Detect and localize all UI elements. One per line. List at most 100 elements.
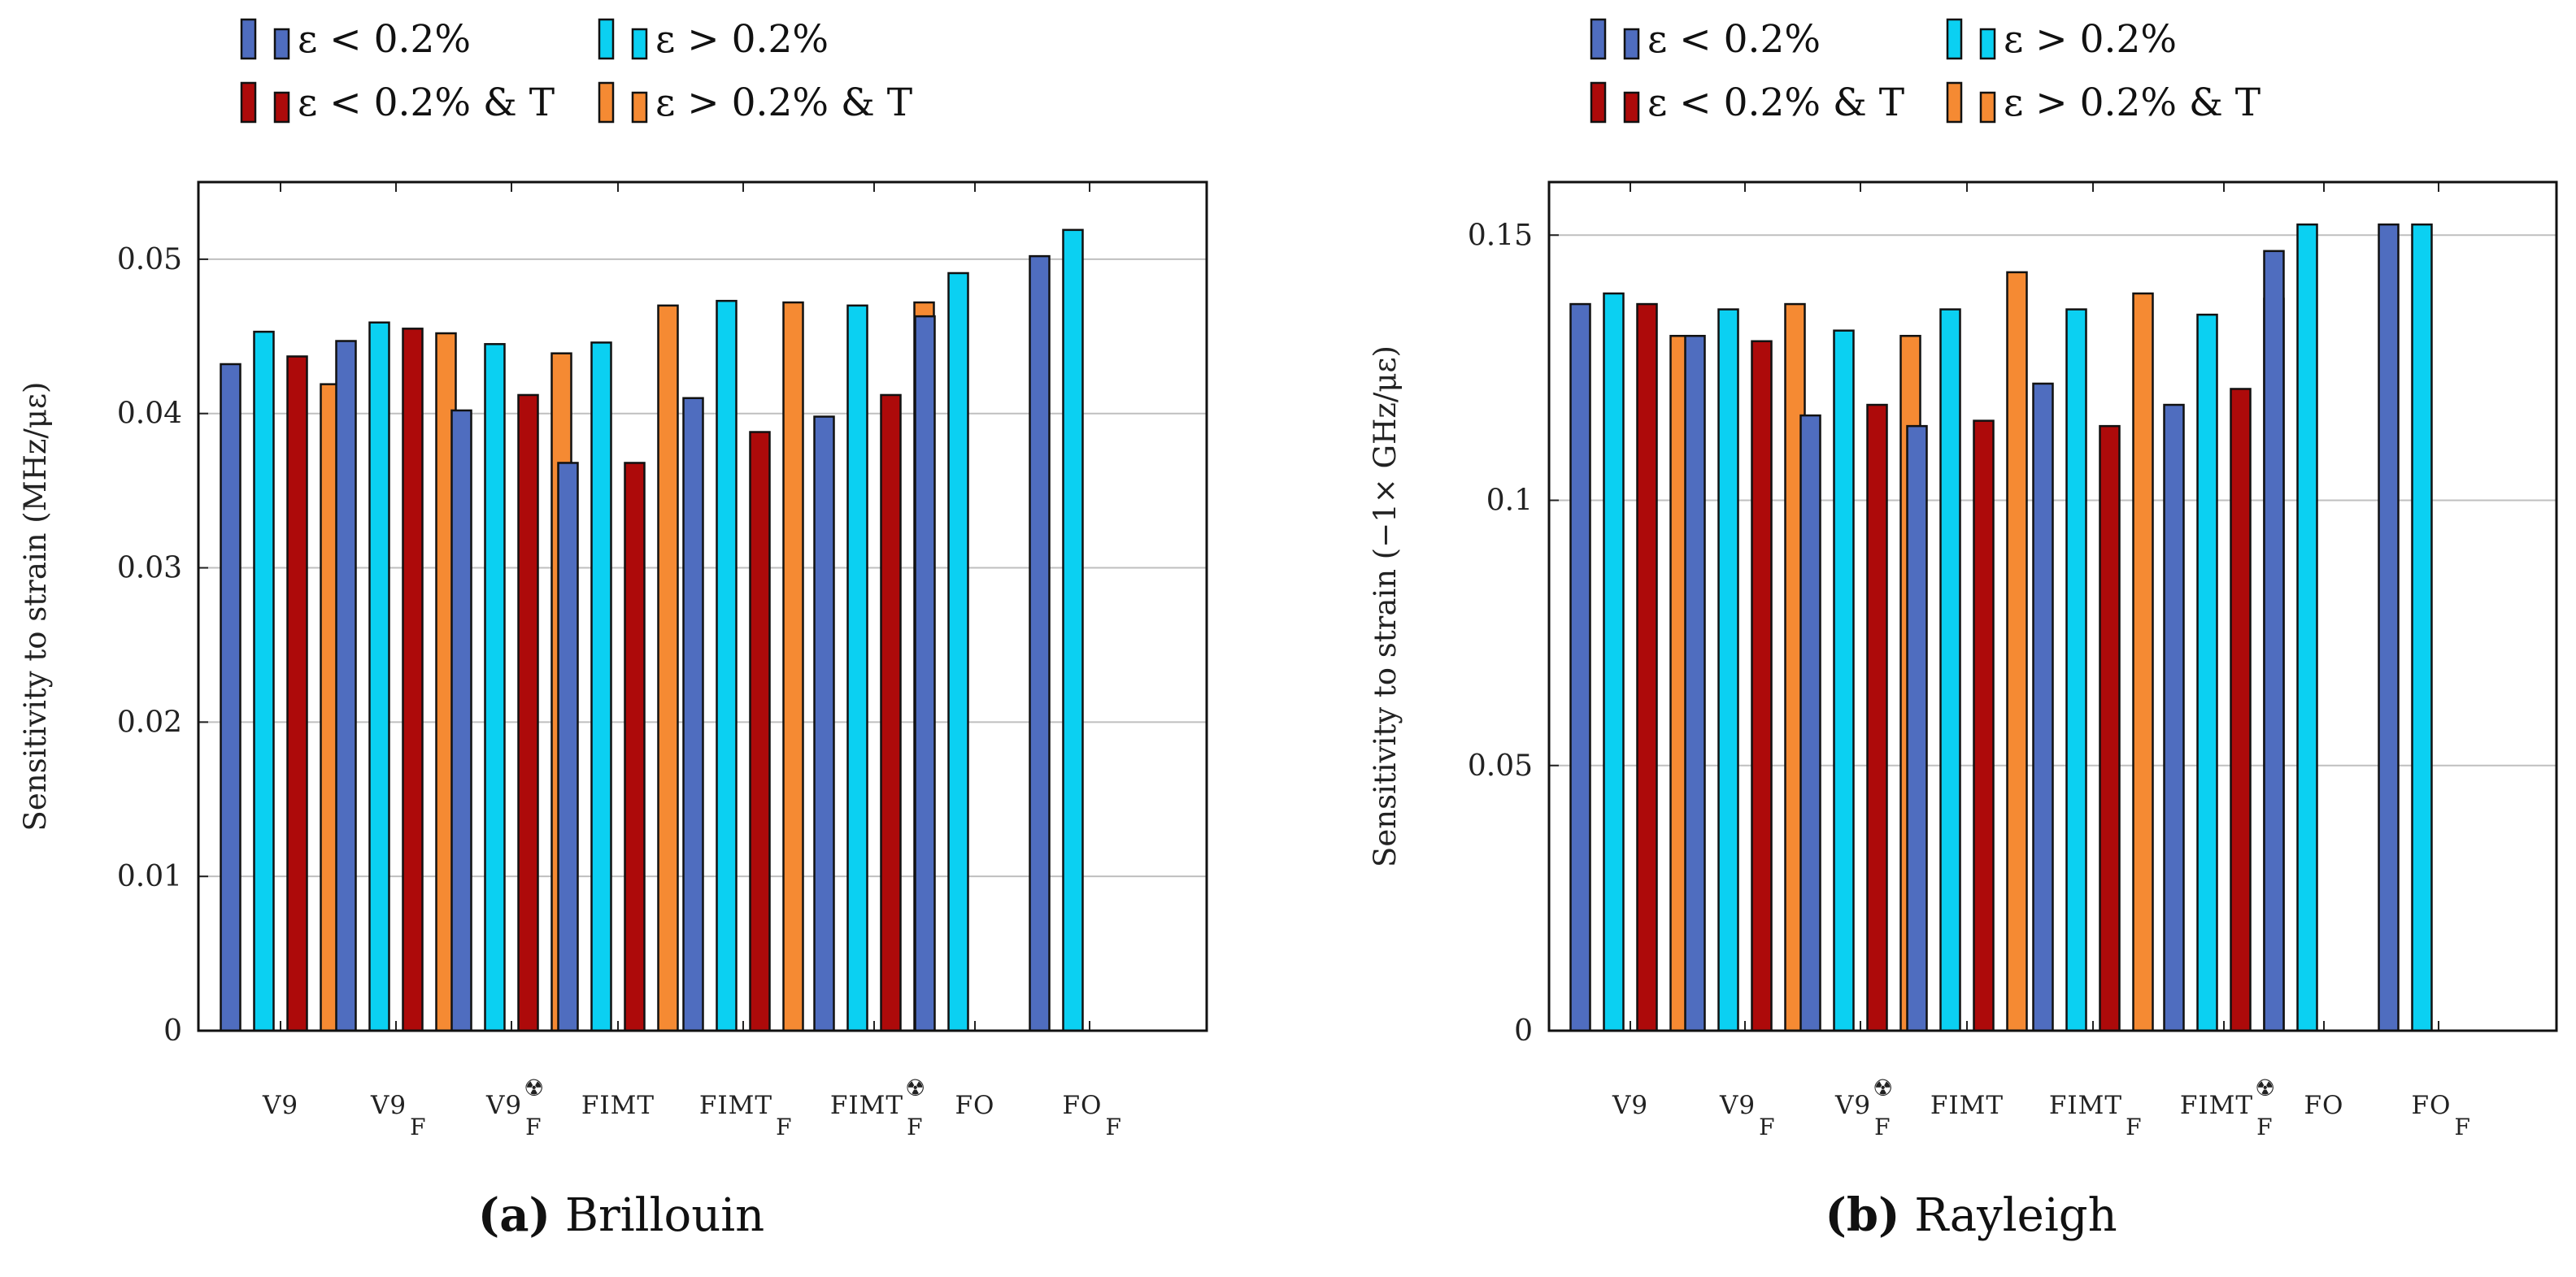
category-label-subscript: F <box>1874 1114 1890 1140</box>
bar-eps_gt <box>2196 313 2218 1032</box>
category-label: FIMT <box>2180 1091 2253 1120</box>
bar-eps_lt <box>450 409 472 1032</box>
bar-eps_lt <box>682 397 704 1032</box>
y-tick-label: 0.03 <box>117 552 182 585</box>
radiation-icon: ☢ <box>2255 1075 2275 1101</box>
bar-eps_gt <box>1833 329 1855 1032</box>
legend-label-eps_gt_T: ε > 0.2% & T <box>2004 80 2261 125</box>
y-tick-label: 0.05 <box>117 243 182 276</box>
category-label-subscript: F <box>907 1114 922 1140</box>
category-label: FO <box>955 1091 995 1120</box>
panel-rayleigh: ε < 0.2% ε > 0.2% ε < 0.2% & T ε > 0.2% & T… <box>1368 17 2558 1242</box>
category-label: FIMT <box>2049 1091 2122 1120</box>
bar-eps_gt <box>253 330 275 1032</box>
y-axis-title: Sensitivity to strain (MHz/με) <box>18 382 53 832</box>
category-label: V9 <box>1612 1091 1648 1120</box>
bar-eps_gt <box>2296 223 2318 1032</box>
bar-eps_gt <box>846 304 868 1032</box>
bar-eps_lt_T <box>1751 340 1773 1032</box>
y-tick-label: 0.04 <box>117 397 182 431</box>
legend-swatch-eps_gt <box>598 18 615 60</box>
bar-eps_lt_T <box>749 431 771 1032</box>
panel-caption: (a) Brillouin <box>478 1188 765 1242</box>
bars <box>220 228 1084 1032</box>
category-label: V9 <box>370 1091 407 1120</box>
legend-swatch-eps_gt_T <box>1979 91 1996 124</box>
bar-eps_lt <box>813 415 835 1032</box>
legend-swatch-eps_lt <box>1590 18 1607 60</box>
category-label: V9 <box>1834 1091 1871 1120</box>
legend-swatch-eps_gt <box>1979 28 1996 60</box>
bar-eps_lt_T <box>2230 388 2252 1032</box>
bar-eps_lt <box>1799 414 1821 1032</box>
bar-eps_lt <box>220 363 242 1032</box>
legend: ε < 0.2% ε > 0.2% ε < 0.2% & T ε > 0.2% & T <box>240 17 912 125</box>
category-label-subscript: F <box>525 1114 541 1140</box>
legend-swatch-eps_lt_T <box>273 91 290 124</box>
legend-label-eps_lt_T: ε < 0.2% & T <box>298 80 555 125</box>
legend-label-eps_gt: ε > 0.2% <box>2004 17 2177 62</box>
bar-eps_lt <box>2032 382 2054 1032</box>
bars <box>1569 223 2433 1032</box>
bar-eps_lt <box>2378 223 2400 1032</box>
y-tick-label: 0.05 <box>1468 749 1533 783</box>
bar-eps_lt <box>1569 302 1591 1032</box>
bar-eps_gt <box>2065 308 2087 1032</box>
panel-caption: (b) Rayleigh <box>1825 1188 2117 1242</box>
caption-letter: (a) <box>478 1188 550 1242</box>
category-label-subscript: F <box>2126 1114 2141 1140</box>
caption-letter: (b) <box>1825 1188 1899 1242</box>
bar-eps_lt <box>557 462 579 1032</box>
category-label: FIMT <box>830 1091 903 1120</box>
bar-eps_lt_T <box>2099 424 2121 1032</box>
y-tick-label: 0.01 <box>117 860 182 893</box>
category-label-subscript: F <box>410 1114 425 1140</box>
bar-eps_gt <box>1939 308 1961 1032</box>
bar-eps_gt <box>716 299 738 1032</box>
bar-eps_lt_T <box>1636 302 1658 1032</box>
bar-eps_gt <box>368 321 390 1032</box>
panel-brillouin: ε < 0.2% ε > 0.2% ε < 0.2% & T ε > 0.2% & T… <box>18 17 1208 1242</box>
bar-eps_lt_T <box>402 328 424 1032</box>
y-axis-title: Sensitivity to strain (−1× GHz/με) <box>1368 345 1403 867</box>
bar-eps_gt <box>1603 292 1625 1032</box>
bar-eps_lt_T <box>1866 403 1888 1032</box>
legend-swatch-eps_gt_T <box>1946 81 1963 124</box>
legend-swatch-eps_lt_T <box>1590 81 1607 124</box>
legend-label-eps_lt_T: ε < 0.2% & T <box>1647 80 1904 125</box>
legend-swatch-eps_lt <box>240 18 257 60</box>
bar-eps_gt_T <box>782 301 804 1032</box>
radiation-icon: ☢ <box>524 1075 544 1101</box>
legend-swatch-eps_gt <box>1946 18 1963 60</box>
category-label-subscript: F <box>776 1114 791 1140</box>
category-label-subscript: F <box>1105 1114 1120 1140</box>
bar-eps_lt <box>335 340 357 1032</box>
caption-title: Brillouin <box>550 1189 764 1242</box>
bar-eps_lt_T <box>517 393 539 1032</box>
bar-eps_lt <box>2263 250 2285 1032</box>
category-label: FO <box>1063 1091 1103 1120</box>
legend-swatch-eps_lt <box>1623 28 1640 60</box>
bar-eps_lt_T <box>1973 419 1995 1032</box>
legend-swatch-eps_lt_T <box>1623 91 1640 124</box>
radiation-icon: ☢ <box>1873 1075 1893 1101</box>
y-tick-label: 0 <box>163 1014 182 1048</box>
bar-eps_gt <box>590 341 612 1032</box>
category-label-subscript: F <box>1759 1114 1774 1140</box>
bar-eps_gt <box>947 271 969 1032</box>
legend-label-eps_lt: ε < 0.2% <box>1647 17 1821 62</box>
caption-title: Rayleigh <box>1900 1189 2117 1242</box>
radiation-icon: ☢ <box>905 1075 925 1101</box>
bar-eps_lt_T <box>286 355 308 1032</box>
plot-frame <box>197 180 1208 1032</box>
bar-eps_gt_T <box>2006 271 2028 1032</box>
bar-eps_lt <box>2163 403 2185 1032</box>
legend-swatch-eps_gt <box>631 28 648 60</box>
bar-eps_gt <box>1717 308 1739 1032</box>
plot-frame <box>1547 180 2558 1032</box>
category-label-subscript: F <box>2454 1114 2469 1140</box>
category-label: FIMT <box>581 1091 655 1120</box>
bar-eps_lt <box>1029 254 1051 1032</box>
legend-swatch-eps_lt <box>273 28 290 60</box>
legend-swatch-eps_gt_T <box>598 81 615 124</box>
